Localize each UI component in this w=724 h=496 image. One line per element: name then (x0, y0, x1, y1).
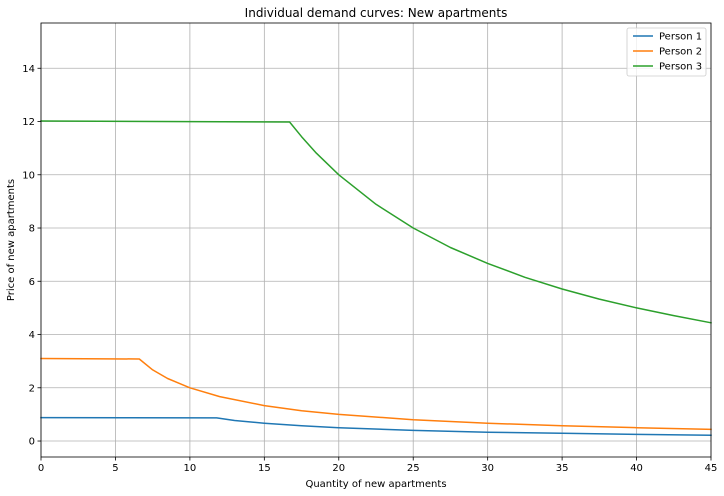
y-axis-label: Price of new apartments (6, 179, 17, 301)
legend-label-person-1: Person 1 (659, 32, 702, 43)
series-line-person-2 (40, 357, 712, 431)
y-axis-ticks: 0 2 4 6 8 10 12 14 (22, 64, 41, 448)
x-tick-label: 45 (705, 463, 718, 474)
x-tick-label: 15 (258, 463, 271, 474)
series-line-person-1 (40, 416, 712, 436)
x-tick-label: 35 (556, 463, 569, 474)
series-line-person-3 (40, 120, 712, 324)
plot-area: 0 5 10 15 20 25 30 35 40 45 0 2 4 6 8 10 12 14 (22, 22, 718, 474)
chart-title: Individual demand curves: New apartments (245, 6, 508, 20)
y-tick-label: 6 (29, 277, 35, 288)
legend: Person 1 Person 2 Person 3 (626, 27, 707, 77)
x-tick-label: 30 (481, 463, 494, 474)
series-lines (40, 120, 712, 436)
y-tick-label: 12 (22, 117, 35, 128)
axes-frame (40, 22, 712, 458)
y-tick-label: 2 (29, 383, 35, 394)
y-tick-label: 10 (22, 170, 35, 181)
x-tick-label: 10 (184, 463, 197, 474)
axes-background (41, 23, 711, 457)
x-tick-label: 5 (112, 463, 118, 474)
legend-box (626, 27, 707, 77)
y-tick-label: 8 (29, 224, 35, 235)
x-axis-ticks: 0 5 10 15 20 25 30 35 40 45 (38, 457, 718, 474)
legend-label-person-3: Person 3 (659, 62, 702, 73)
y-tick-label: 0 (29, 437, 35, 448)
y-tick-label: 4 (29, 330, 35, 341)
x-tick-label: 40 (630, 463, 643, 474)
legend-label-person-2: Person 2 (659, 47, 702, 58)
x-tick-label: 0 (38, 463, 44, 474)
x-tick-label: 25 (407, 463, 420, 474)
x-tick-label: 20 (332, 463, 345, 474)
y-tick-label: 14 (22, 64, 35, 75)
x-axis-label: Quantity of new apartments (305, 479, 446, 490)
